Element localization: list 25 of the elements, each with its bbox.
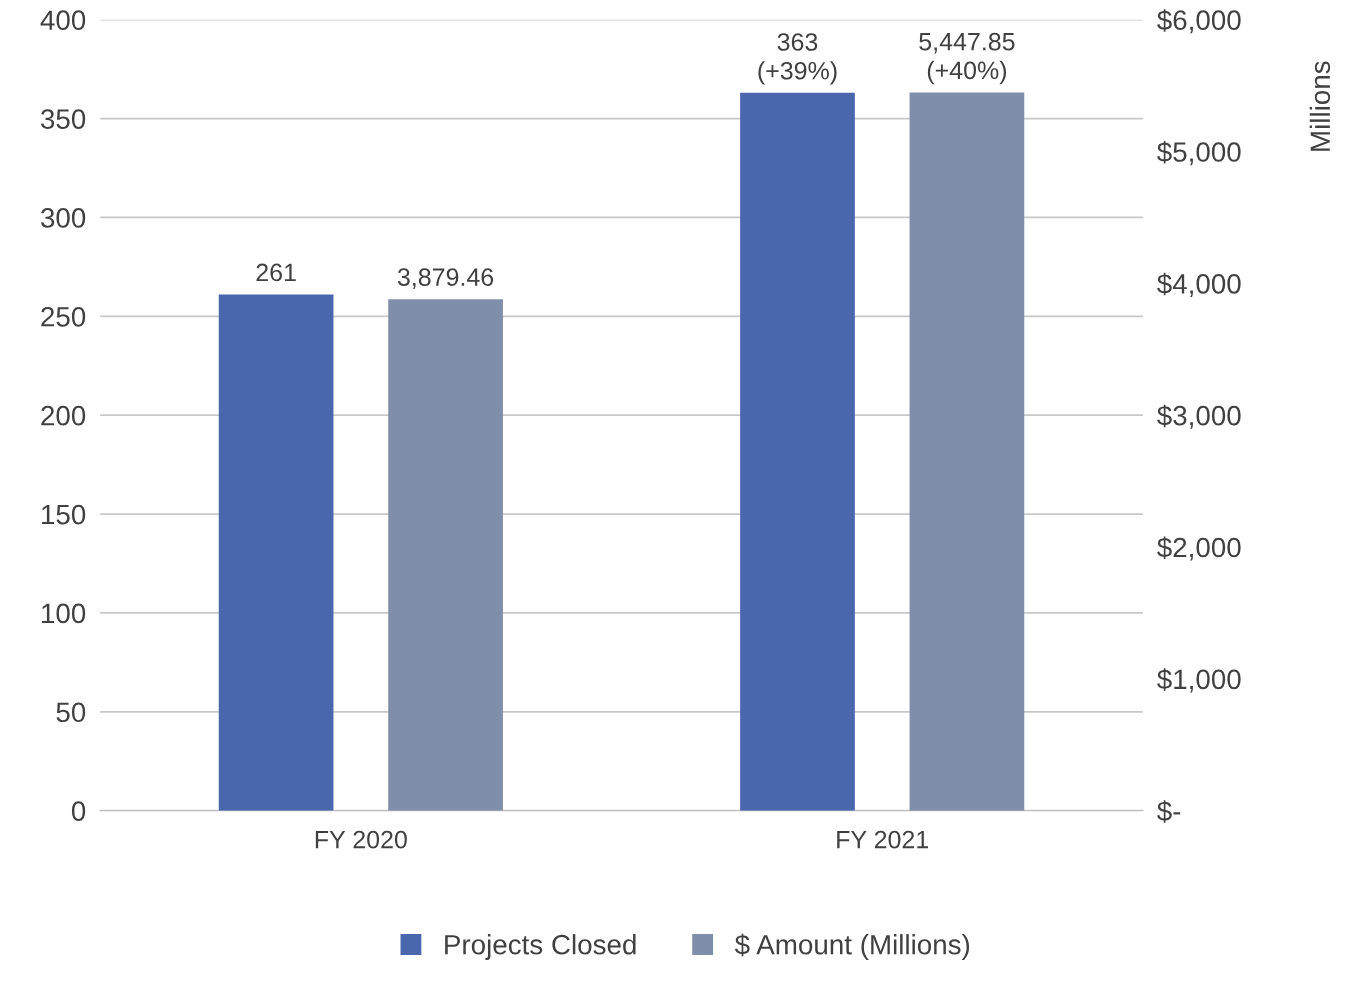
y-tick-label: 250: [41, 306, 86, 327]
legend-label: Projects Closed: [445, 934, 636, 960]
y-tick-label: 300: [40, 208, 86, 228]
y-tick-label: 150: [42, 504, 86, 525]
data-label: 261: [256, 263, 296, 282]
y2-axis-title: Millions: [1309, 61, 1331, 151]
data-label: 3,879.46: [397, 268, 494, 289]
y2-tick-label: $5,000: [1157, 141, 1241, 166]
x-tick-label: FY 2020: [315, 830, 407, 849]
y-tick-label: 350: [40, 109, 86, 129]
data-label: 363 (+39%): [758, 33, 837, 85]
legend-label: $ Amount (Millions): [734, 933, 970, 960]
y2-tick-label: $3,000: [1157, 404, 1241, 429]
x-tick-label: FY 2021: [837, 830, 929, 849]
y2-tick-label: $-: [1157, 800, 1181, 823]
y2-tick-label: $1,000: [1157, 668, 1241, 693]
y2-tick-label: $4,000: [1157, 272, 1241, 297]
data-label: 5,447.85 (+40%): [919, 32, 1015, 85]
y-tick-label: 50: [56, 702, 86, 723]
y-tick-label: 100: [42, 603, 86, 624]
y2-tick-label: $2,000: [1157, 536, 1241, 561]
y2-tick-label: $6,000: [1157, 9, 1241, 34]
y-tick-label: 0: [71, 801, 86, 821]
y-tick-label: 400: [40, 10, 86, 31]
y-tick-label: 200: [41, 405, 86, 426]
